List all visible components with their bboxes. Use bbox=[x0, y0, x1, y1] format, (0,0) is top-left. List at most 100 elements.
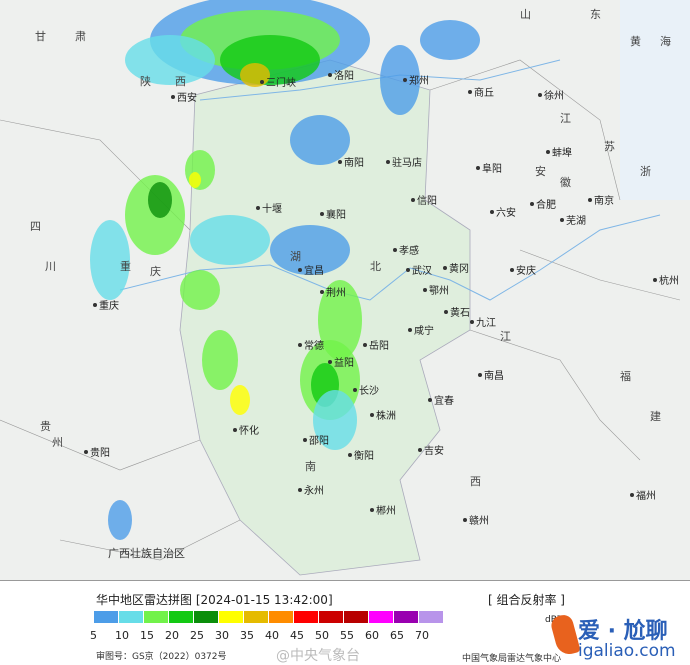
region-label: 广西壮族自治区 bbox=[108, 546, 185, 560]
city-dot bbox=[538, 93, 542, 97]
scale-swatch bbox=[344, 611, 368, 623]
radar-echo bbox=[90, 220, 130, 300]
scale-tick-label: 50 bbox=[315, 629, 329, 642]
scale-tick-label: 55 bbox=[340, 629, 354, 642]
city-dot bbox=[630, 493, 634, 497]
city-dot bbox=[353, 388, 357, 392]
city-label: 九江 bbox=[476, 317, 496, 329]
city-label: 永州 bbox=[304, 484, 324, 497]
scale-tick-label: 40 bbox=[265, 629, 279, 642]
province-label: 苏 bbox=[604, 140, 615, 153]
city-label: 安庆 bbox=[516, 264, 536, 277]
city-label: 蚌埠 bbox=[552, 146, 572, 159]
scale-tick-label: 5 bbox=[90, 629, 97, 642]
radar-echo bbox=[230, 385, 250, 415]
scale-swatch bbox=[319, 611, 343, 623]
scale-swatch bbox=[144, 611, 168, 623]
city-label: 赣州 bbox=[469, 514, 489, 527]
scale-swatch bbox=[369, 611, 393, 623]
radar-echo bbox=[125, 35, 215, 85]
city-dot bbox=[93, 303, 97, 307]
city-dot bbox=[260, 80, 264, 84]
sea bbox=[620, 0, 690, 200]
city-dot bbox=[428, 398, 432, 402]
radar-echo bbox=[313, 390, 357, 450]
city-dot bbox=[476, 166, 480, 170]
city-dot bbox=[530, 202, 534, 206]
city-label: 荆州 bbox=[326, 286, 346, 299]
province-label: 北 bbox=[370, 260, 381, 273]
province-label: 四 bbox=[30, 220, 41, 233]
radar-echo bbox=[290, 115, 350, 165]
city-dot bbox=[328, 360, 332, 364]
city-label: 邵阳 bbox=[309, 435, 329, 447]
scale-swatch bbox=[419, 611, 443, 623]
city-label: 重庆 bbox=[99, 299, 119, 312]
city-dot bbox=[403, 78, 407, 82]
city-label: 黄冈 bbox=[449, 262, 469, 275]
scale-swatch bbox=[294, 611, 318, 623]
province-label: 西 bbox=[175, 75, 186, 88]
product-type: [ 组合反射率 ] bbox=[488, 593, 565, 607]
city-label: 南阳 bbox=[344, 156, 364, 169]
city-dot bbox=[510, 268, 514, 272]
city-label: 阜阳 bbox=[482, 162, 502, 175]
city-dot bbox=[328, 73, 332, 77]
radar-echo bbox=[270, 225, 350, 275]
radar-echo bbox=[202, 330, 238, 390]
city-label: 郴州 bbox=[376, 504, 396, 517]
city-dot bbox=[393, 248, 397, 252]
city-dot bbox=[256, 206, 260, 210]
city-label: 商丘 bbox=[474, 86, 494, 99]
province-label: 浙 bbox=[640, 165, 651, 178]
city-label: 徐州 bbox=[544, 89, 564, 102]
province-label: 贵 bbox=[40, 420, 51, 433]
legend-title: 华中地区雷达拼图 [2024-01-15 13:42:00] bbox=[96, 593, 333, 607]
color-scale bbox=[94, 611, 444, 623]
watermark-line1: 爱 · 尬聊 bbox=[578, 619, 668, 644]
city-dot bbox=[84, 450, 88, 454]
city-label: 十堰 bbox=[262, 202, 282, 215]
province-label: 海 bbox=[660, 34, 671, 48]
scale-tick-label: 70 bbox=[415, 629, 429, 642]
province-label: 江 bbox=[560, 112, 571, 125]
province-label: 川 bbox=[45, 260, 56, 273]
scale-tick-label: 30 bbox=[215, 629, 229, 642]
city-dot bbox=[588, 198, 592, 202]
city-dot bbox=[370, 508, 374, 512]
city-label: 贵阳 bbox=[90, 446, 110, 459]
scale-swatch bbox=[119, 611, 143, 623]
city-label: 长沙 bbox=[359, 385, 379, 397]
city-label: 怀化 bbox=[239, 424, 259, 437]
city-dot bbox=[298, 488, 302, 492]
city-label: 西安 bbox=[177, 91, 197, 104]
province-label: 山 bbox=[520, 8, 531, 21]
city-dot bbox=[653, 278, 657, 282]
city-dot bbox=[463, 518, 467, 522]
city-dot bbox=[423, 288, 427, 292]
city-label: 咸宁 bbox=[414, 324, 434, 337]
city-dot bbox=[560, 218, 564, 222]
city-label: 南昌 bbox=[484, 369, 504, 382]
scale-tick-label: 25 bbox=[190, 629, 204, 642]
source-label: 中国气象局雷达气象中心 bbox=[462, 654, 562, 664]
province-label: 庆 bbox=[150, 264, 161, 278]
radar-echo bbox=[318, 280, 362, 360]
city-dot bbox=[418, 448, 422, 452]
province-label: 江 bbox=[500, 330, 511, 343]
city-dot bbox=[468, 90, 472, 94]
scale-tick-label: 15 bbox=[140, 629, 154, 642]
city-dot bbox=[233, 428, 237, 432]
city-label: 合肥 bbox=[536, 198, 556, 211]
scale-tick-label: 65 bbox=[390, 629, 404, 642]
city-dot bbox=[443, 266, 447, 270]
scale-swatch bbox=[219, 611, 243, 623]
city-label: 杭州 bbox=[659, 274, 679, 287]
city-label: 黄石 bbox=[450, 306, 470, 319]
province-label: 陕 bbox=[140, 74, 151, 88]
city-label: 吉安 bbox=[424, 444, 444, 457]
city-dot bbox=[363, 343, 367, 347]
city-dot bbox=[303, 438, 307, 442]
scale-swatch bbox=[244, 611, 268, 623]
province-label: 肃 bbox=[75, 30, 86, 43]
